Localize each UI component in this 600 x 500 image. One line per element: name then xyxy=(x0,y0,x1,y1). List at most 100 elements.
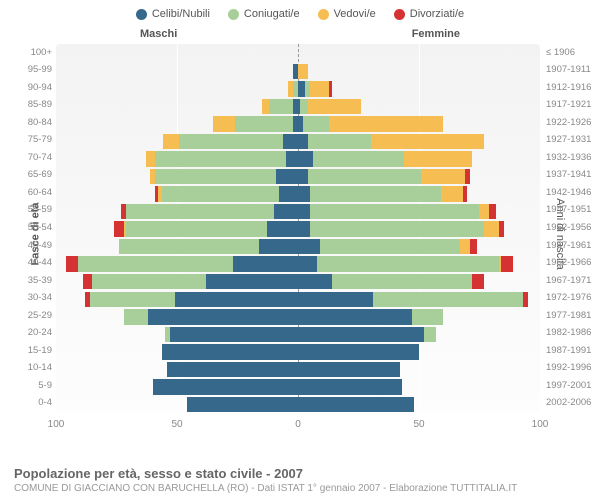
segment xyxy=(484,221,499,236)
y-label-age: 65-69 xyxy=(4,169,52,180)
segment xyxy=(308,134,371,149)
y-label-age: 75-79 xyxy=(4,134,52,145)
segment xyxy=(404,151,472,166)
half-f xyxy=(298,186,540,201)
half-m xyxy=(56,274,298,289)
half-f xyxy=(298,397,540,412)
half-m xyxy=(56,239,298,254)
y-label-birth: 1982-1986 xyxy=(546,327,594,338)
y-label-birth: 2002-2006 xyxy=(546,397,594,408)
segment xyxy=(313,151,405,166)
segment xyxy=(460,239,470,254)
half-m xyxy=(56,81,298,96)
y-label-age: 10-14 xyxy=(4,362,52,373)
segment xyxy=(300,99,307,114)
segment xyxy=(146,151,156,166)
pyramid-row xyxy=(56,204,540,219)
segment xyxy=(269,99,293,114)
half-f xyxy=(298,344,540,359)
segment xyxy=(489,204,496,219)
legend-label: Vedovi/e xyxy=(334,8,376,20)
half-m xyxy=(56,116,298,131)
half-m xyxy=(56,169,298,184)
y-label-age: 90-94 xyxy=(4,82,52,93)
half-f xyxy=(298,379,540,394)
segment xyxy=(371,134,485,149)
female-label: Femmine xyxy=(412,28,460,40)
half-f xyxy=(298,204,540,219)
y-label-birth: 1957-1961 xyxy=(546,240,594,251)
segment xyxy=(175,292,298,307)
y-label-birth: 1927-1931 xyxy=(546,134,594,145)
chart-area: Fasce di età Anni di nascita Maschi Femm… xyxy=(0,24,600,444)
pyramid-row xyxy=(56,221,540,236)
segment xyxy=(317,256,499,271)
half-m xyxy=(56,134,298,149)
y-label-age: 15-19 xyxy=(4,345,52,356)
segment xyxy=(298,81,305,96)
segment xyxy=(148,309,298,324)
half-f xyxy=(298,99,540,114)
segment xyxy=(92,274,206,289)
pyramid-row xyxy=(56,362,540,377)
pyramid-row xyxy=(56,344,540,359)
male-label: Maschi xyxy=(140,28,177,40)
half-f xyxy=(298,116,540,131)
y-label-age: 50-54 xyxy=(4,222,52,233)
half-f xyxy=(298,169,540,184)
y-label-birth: 1932-1936 xyxy=(546,152,594,163)
pyramid-row xyxy=(56,309,540,324)
x-tick: 50 xyxy=(171,419,182,430)
legend-item: Celibi/Nubili xyxy=(136,8,210,20)
y-label-age: 45-49 xyxy=(4,240,52,251)
segment xyxy=(126,221,266,236)
segment xyxy=(90,292,175,307)
pyramid-row xyxy=(56,151,540,166)
segment xyxy=(162,344,298,359)
footer: Popolazione per età, sesso e stato civil… xyxy=(14,466,590,494)
segment xyxy=(279,186,298,201)
pyramid-row xyxy=(56,169,540,184)
half-m xyxy=(56,186,298,201)
pyramid-row xyxy=(56,46,540,61)
segment xyxy=(465,169,470,184)
segment xyxy=(298,64,308,79)
segment xyxy=(479,204,489,219)
y-label-birth: ≤ 1906 xyxy=(546,47,594,58)
segment xyxy=(274,204,298,219)
segment xyxy=(412,309,443,324)
pyramid-row xyxy=(56,379,540,394)
segment xyxy=(499,221,504,236)
y-label-birth: 1967-1971 xyxy=(546,275,594,286)
segment xyxy=(501,256,513,271)
y-label-birth: 1912-1916 xyxy=(546,82,594,93)
pyramid-row xyxy=(56,327,540,342)
segment xyxy=(310,186,441,201)
segment xyxy=(155,151,286,166)
pyramid-row xyxy=(56,116,540,131)
y-label-age: 100+ xyxy=(4,47,52,58)
x-tick: 0 xyxy=(295,419,301,430)
half-m xyxy=(56,362,298,377)
y-label-birth: 1987-1991 xyxy=(546,345,594,356)
segment xyxy=(187,397,298,412)
y-label-age: 80-84 xyxy=(4,117,52,128)
pyramid-row xyxy=(56,274,540,289)
half-f xyxy=(298,309,540,324)
half-m xyxy=(56,379,298,394)
segment xyxy=(78,256,233,271)
segment xyxy=(213,116,235,131)
half-f xyxy=(298,292,540,307)
segment xyxy=(298,204,310,219)
y-label-age: 20-24 xyxy=(4,327,52,338)
y-label-age: 5-9 xyxy=(4,380,52,391)
segment xyxy=(463,186,468,201)
half-m xyxy=(56,221,298,236)
pyramid-row xyxy=(56,256,540,271)
y-label-age: 40-44 xyxy=(4,257,52,268)
y-label-birth: 1962-1966 xyxy=(546,257,594,268)
half-m xyxy=(56,151,298,166)
segment xyxy=(308,99,361,114)
segment xyxy=(523,292,528,307)
half-f xyxy=(298,327,540,342)
